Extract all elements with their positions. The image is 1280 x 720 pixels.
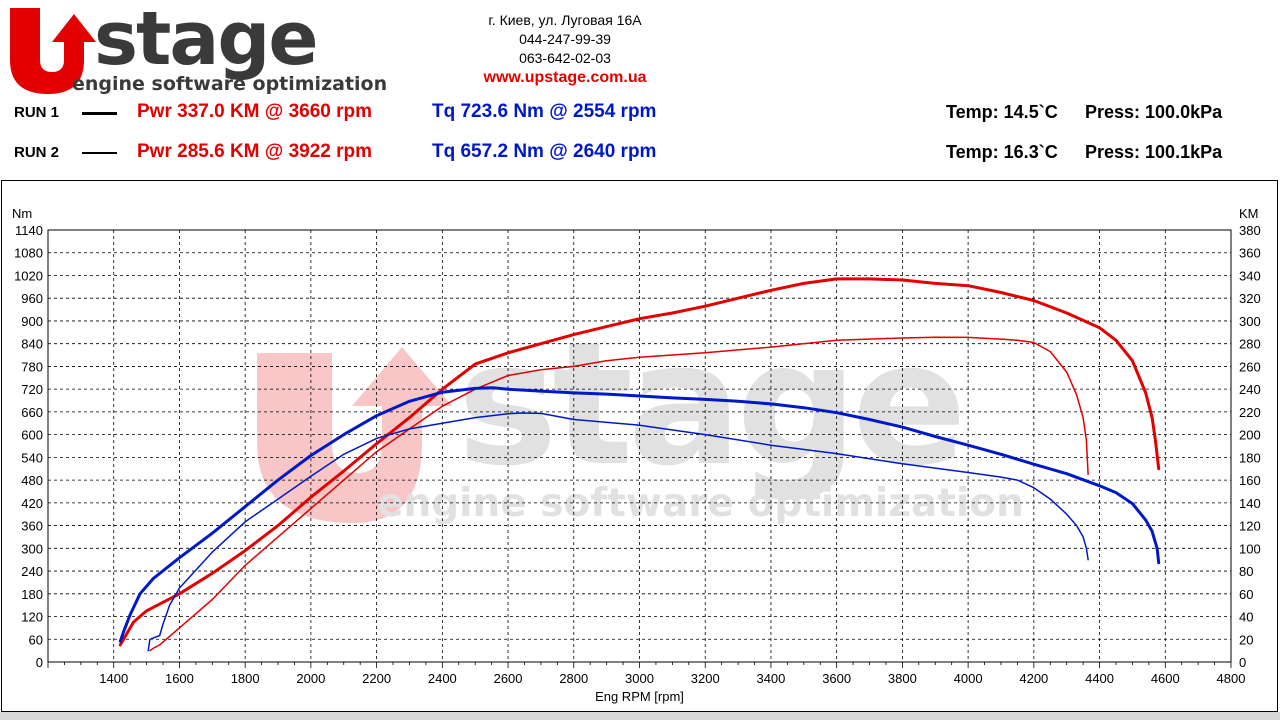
- x-tick-label: 3200: [691, 671, 720, 686]
- y-left-tick-label: 600: [21, 428, 43, 443]
- x-axis-label: Eng RPM [rpm]: [595, 689, 684, 704]
- x-tick-label: 4200: [1019, 671, 1048, 686]
- watermark-tagline: engine software optimization: [377, 481, 1024, 526]
- run-1-temp: Temp: 14.5`C: [946, 102, 1058, 122]
- y-right-tick-label: 240: [1239, 382, 1261, 397]
- y-left-tick-label: 960: [21, 291, 43, 306]
- plot-area-border: [47, 229, 1232, 663]
- x-tick-label: 2000: [296, 671, 325, 686]
- contact-address: г. Киев, ул. Луговая 16А: [488, 12, 642, 28]
- y-right-tick-label: 340: [1239, 268, 1261, 283]
- y-right-tick-label: 200: [1239, 428, 1261, 443]
- y-right-tick-label: 220: [1239, 405, 1261, 420]
- y-right-tick-label: 280: [1239, 337, 1261, 352]
- y-right-tick-label: 80: [1239, 564, 1253, 579]
- run-1-torque: Tq 723.6 Nm @ 2554 rpm: [432, 101, 657, 122]
- y-left-tick-label: 1140: [15, 223, 43, 238]
- series-line-pwr-run-1: [118, 277, 1161, 647]
- y-left-tick-label: 780: [21, 359, 43, 374]
- report-header: stage engine software optimization г. Ки…: [0, 0, 1280, 180]
- y-left-tick-label: 900: [21, 314, 43, 329]
- y-right-tick-label: 160: [1239, 473, 1261, 488]
- run-2-torque: Tq 657.2 Nm @ 2640 rpm: [432, 141, 657, 162]
- y-right-tick-label: 360: [1239, 246, 1261, 261]
- x-tick-label: 2800: [559, 671, 588, 686]
- x-tick-label: 2400: [428, 671, 457, 686]
- y-left-tick-label: 1080: [14, 246, 43, 261]
- x-tick-label: 4400: [1085, 671, 1114, 686]
- contact-website: www.upstage.com.ua: [483, 69, 647, 86]
- x-tick-label: 2600: [494, 671, 523, 686]
- y-left-axis-label: Nm: [12, 206, 32, 221]
- y-right-tick-label: 120: [1239, 519, 1261, 534]
- run-2-power: Pwr 285.6 KM @ 3922 rpm: [137, 141, 373, 162]
- series-line-pwr-run-2: [149, 336, 1089, 652]
- y-right-tick-label: 180: [1239, 450, 1261, 465]
- y-left-tick-label: 0: [36, 655, 43, 670]
- y-left-tick-label: 480: [21, 473, 43, 488]
- y-right-tick-label: 60: [1239, 587, 1253, 602]
- y-left-tick-label: 720: [21, 382, 43, 397]
- series-line-tq-run-1: [118, 386, 1161, 643]
- x-tick-label: 3800: [888, 671, 917, 686]
- run-2-line-sample: [82, 152, 117, 154]
- y-left-tick-label: 240: [21, 564, 43, 579]
- y-right-tick-label: 320: [1239, 291, 1261, 306]
- x-tick-label: 3400: [756, 671, 785, 686]
- run-1-summary: RUN 1 Pwr 337.0 KM @ 3660 rpm Tq 723.6 N…: [0, 99, 1280, 125]
- y-right-tick-label: 40: [1239, 610, 1253, 625]
- y-left-tick-label: 180: [21, 587, 43, 602]
- y-left-tick-label: 660: [21, 405, 43, 420]
- y-left-tick-label: 60: [29, 632, 43, 647]
- y-left-tick-label: 120: [21, 610, 43, 625]
- y-left-tick-label: 540: [21, 450, 43, 465]
- y-right-tick-label: 0: [1239, 655, 1246, 670]
- run-1-line-sample: [82, 112, 117, 115]
- x-tick-label: 3000: [625, 671, 654, 686]
- run-1-power: Pwr 337.0 KM @ 3660 rpm: [137, 101, 373, 122]
- contact-phone-1: 044-247-99-39: [519, 31, 611, 47]
- run-2-label: RUN 2: [14, 144, 60, 161]
- y-right-tick-label: 380: [1239, 223, 1261, 238]
- contact-block: г. Киев, ул. Луговая 16А 044-247-99-39 0…: [430, 11, 700, 87]
- y-right-axis-label: KM: [1239, 206, 1259, 221]
- run-1-label: RUN 1: [14, 104, 60, 121]
- y-left-tick-label: 360: [21, 519, 43, 534]
- y-right-tick-label: 100: [1239, 541, 1261, 556]
- x-tick-label: 4600: [1151, 671, 1180, 686]
- run-1-press: Press: 100.0kPa: [1085, 102, 1223, 122]
- x-tick-label: 3600: [822, 671, 851, 686]
- x-tick-label: 4800: [1217, 671, 1246, 686]
- contact-phone-2: 063-642-02-03: [519, 50, 611, 66]
- run-2-summary: RUN 2 Pwr 285.6 KM @ 3922 rpm Tq 657.2 N…: [0, 139, 1280, 165]
- y-right-tick-label: 300: [1239, 314, 1261, 329]
- run-2-press: Press: 100.1kPa: [1085, 142, 1223, 162]
- logo-tagline: engine software optimization: [72, 73, 387, 95]
- y-left-tick-label: 300: [21, 541, 43, 556]
- watermark-word: stage: [457, 306, 961, 504]
- y-left-tick-label: 420: [21, 496, 43, 511]
- logo-word: stage: [94, 2, 317, 82]
- upstage-logo: stage engine software optimization: [10, 2, 387, 95]
- bottom-scrollbar: [0, 712, 1280, 720]
- y-left-tick-label: 1020: [14, 268, 43, 283]
- y-right-tick-label: 260: [1239, 359, 1261, 374]
- x-tick-label: 2200: [362, 671, 391, 686]
- y-left-tick-label: 840: [21, 337, 43, 352]
- y-right-tick-label: 140: [1239, 496, 1261, 511]
- y-right-tick-label: 20: [1239, 632, 1253, 647]
- series-line-tq-run-2: [147, 412, 1089, 652]
- x-tick-label: 1600: [165, 671, 194, 686]
- run-2-temp: Temp: 16.3`C: [946, 142, 1058, 162]
- x-tick-label: 1400: [99, 671, 128, 686]
- x-tick-label: 1800: [231, 671, 260, 686]
- dyno-chart: stage engine software optimization 1400 160…: [1, 180, 1278, 712]
- x-tick-label: 4000: [954, 671, 983, 686]
